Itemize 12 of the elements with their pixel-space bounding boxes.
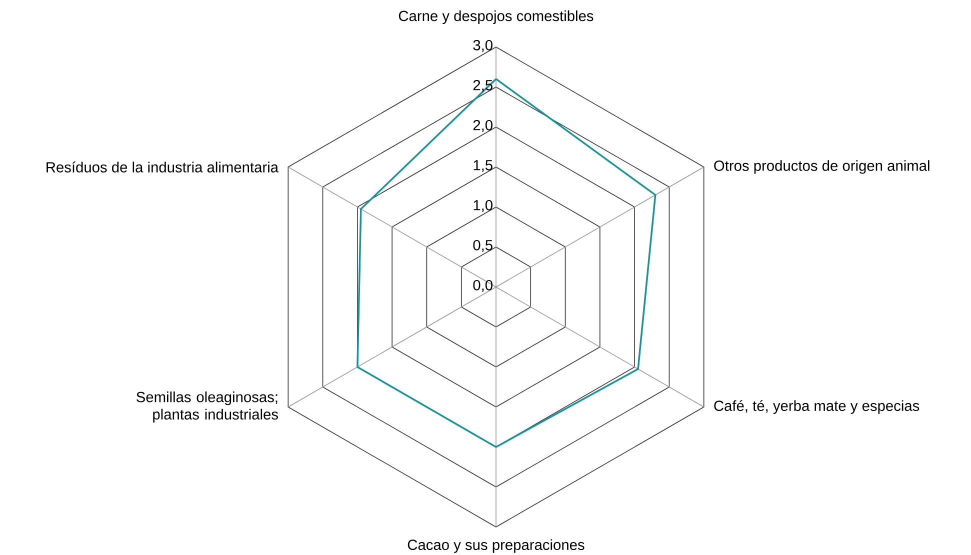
y-tick-label: 0,5: [473, 240, 492, 252]
y-tick-label: 2,0: [473, 120, 492, 132]
spoke-label: Resíduos de la industria alimentaria: [46, 162, 278, 172]
spoke-label: Semillas oleaginosas; plantas industriales: [136, 391, 278, 422]
y-tick-label: 3,0: [473, 40, 492, 52]
spoke-label: Cacao y sus preparaciones: [408, 539, 584, 553]
y-tick-label: 1,0: [474, 200, 492, 212]
spoke-label: Carne y despojos comestibles: [398, 10, 594, 24]
y-tick-label: 0,0: [473, 280, 492, 292]
y-tick-label: 1,5: [474, 160, 492, 172]
spoke-label: Café, té, yerba mate y especias: [714, 400, 920, 414]
spoke-label: Otros productos de origen animal: [714, 160, 930, 174]
